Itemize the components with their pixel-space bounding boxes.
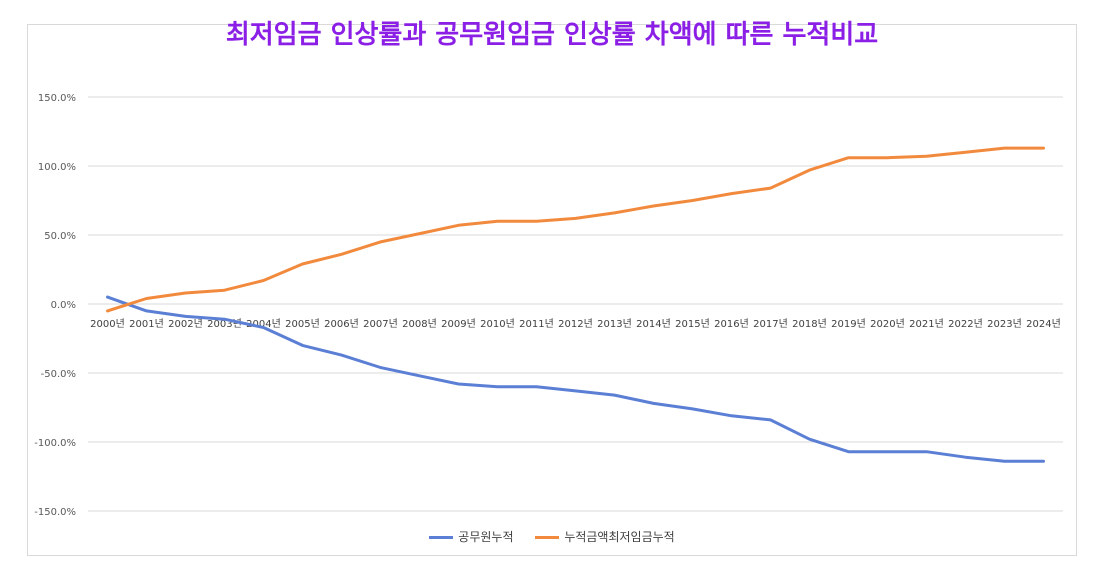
legend-label-series-2: 누적금액최저임금누적 <box>564 530 675 544</box>
legend-swatch-series-2 <box>535 536 560 539</box>
y-tick-label: 150.0% <box>38 93 76 104</box>
x-tick-label: 2013년 <box>597 318 632 330</box>
x-tick-label: 2007년 <box>363 318 398 330</box>
x-tick-label: 2012년 <box>558 318 593 330</box>
legend-item-series-1: 공무원누적 <box>429 528 513 545</box>
x-tick-label: 2009년 <box>441 318 476 330</box>
legend-item-series-2: 누적금액최저임금누적 <box>535 528 675 545</box>
x-tick-label: 2018년 <box>792 318 827 330</box>
legend-swatch-series-1 <box>429 536 454 539</box>
x-tick-label: 2015년 <box>675 318 710 330</box>
x-tick-label: 2017년 <box>753 318 788 330</box>
x-tick-label: 2002년 <box>168 318 203 330</box>
x-tick-label: 2011년 <box>519 318 554 330</box>
y-tick-label: 0.0% <box>51 300 76 311</box>
x-tick-label: 2001년 <box>129 318 164 330</box>
x-tick-label: 2024년 <box>1026 318 1061 330</box>
x-tick-label: 2014년 <box>636 318 671 330</box>
chart-frame <box>27 24 1077 556</box>
x-tick-label: 2019년 <box>831 318 866 330</box>
y-tick-label: -100.0% <box>34 438 76 449</box>
y-tick-label: -150.0% <box>34 507 76 518</box>
x-tick-label: 2016년 <box>714 318 749 330</box>
x-tick-label: 2021년 <box>909 318 944 330</box>
y-tick-label: -50.0% <box>41 369 76 380</box>
y-tick-label: 100.0% <box>38 162 76 173</box>
chart-title: 최저임금 인상률과 공무원임금 인상률 차액에 따른 누적비교 <box>225 20 879 50</box>
x-tick-label: 2022년 <box>948 318 983 330</box>
legend-label-series-1: 공무원누적 <box>458 530 514 544</box>
series-line-2 <box>106 146 1045 313</box>
y-tick-label: 50.0% <box>44 231 76 242</box>
x-tick-label: 2006년 <box>324 318 359 330</box>
legend: 공무원누적 누적금액최저임금누적 <box>0 528 1104 545</box>
x-tick-label: 2008년 <box>402 318 437 330</box>
x-tick-label: 2020년 <box>870 318 905 330</box>
x-tick-label: 2005년 <box>285 318 320 330</box>
series-line-1 <box>106 295 1045 463</box>
x-tick-label: 2000년 <box>90 318 125 330</box>
x-tick-label: 2010년 <box>480 318 515 330</box>
x-tick-label: 2023년 <box>987 318 1022 330</box>
